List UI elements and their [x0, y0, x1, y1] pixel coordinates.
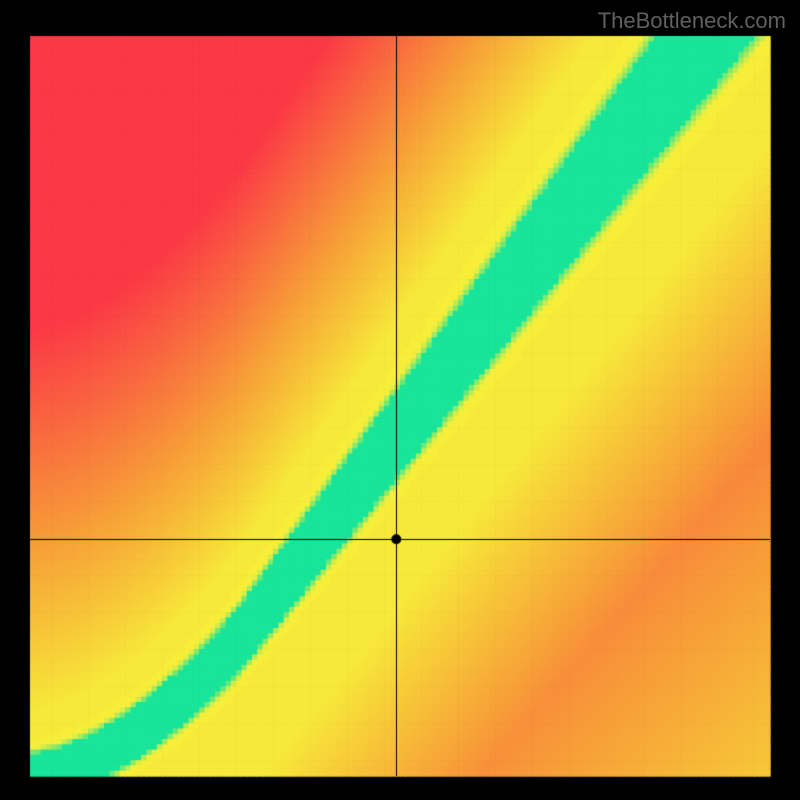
bottleneck-chart: TheBottleneck.com	[0, 0, 800, 800]
watermark-text: TheBottleneck.com	[598, 8, 786, 34]
crosshair-overlay	[0, 0, 800, 800]
